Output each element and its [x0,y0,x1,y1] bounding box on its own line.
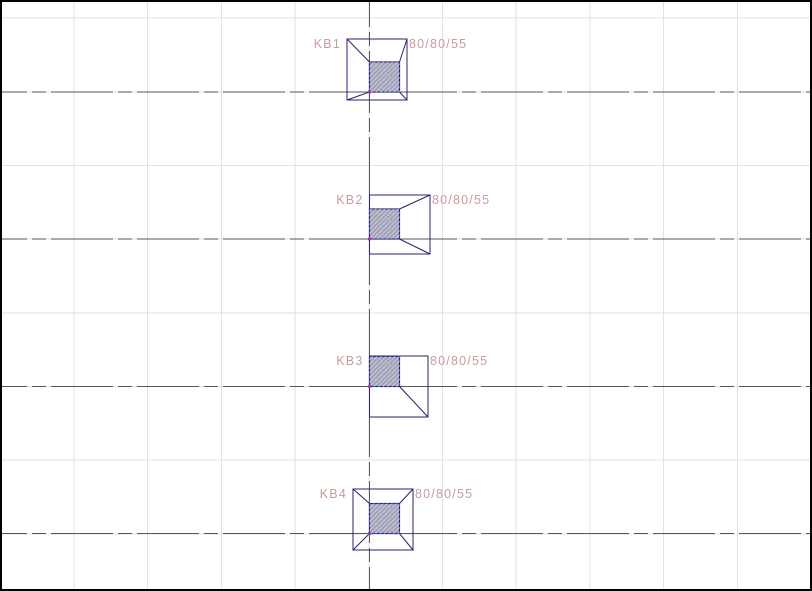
footing-name-label[interactable]: KB4 [319,487,347,501]
footing-slope-edge-br [399,533,414,551]
footing-slope-edge-bl [352,533,370,551]
footing-slope-edge-tr [399,38,408,63]
footing-slope-edge-tr [399,488,414,504]
snap-point[interactable] [367,90,372,94]
footing-slope-edge-tr [399,194,431,210]
footing-slope-edge-bl [346,91,370,101]
footing-column-hatch [369,209,400,239]
footing-column-hatch [369,356,400,387]
footing-dimensions-label[interactable]: 80/80/55 [430,354,489,368]
footing-dimensions-label[interactable]: 80/80/55 [409,37,468,51]
footing-slope-edge-tl [352,488,370,504]
footing-name-label[interactable]: KB2 [336,193,364,207]
footing-kb2[interactable] [367,194,431,255]
footing-slope-edge-tl [346,38,370,63]
footing-slope-edge-br [399,238,431,255]
footing-column-hatch [369,62,400,92]
footing-slope-edge-br [399,91,408,101]
snap-point[interactable] [367,531,372,536]
footing-outline[interactable] [346,38,408,101]
footing-column-hatch [369,503,400,534]
footing-kb4[interactable] [352,488,414,551]
snap-point[interactable] [367,384,372,389]
footing-dimensions-label[interactable]: 80/80/55 [432,193,491,207]
footing-dimensions-label[interactable]: 80/80/55 [415,487,474,501]
footing-name-label[interactable]: KB3 [336,354,364,368]
footing-slope-edge-br [399,386,429,418]
footings-layer[interactable] [346,38,431,551]
footing-kb3[interactable] [367,355,429,418]
footing-name-label[interactable]: KB1 [313,37,341,51]
footing-outline[interactable] [352,488,414,551]
footing-kb1[interactable] [346,38,408,101]
snap-point[interactable] [367,237,372,241]
